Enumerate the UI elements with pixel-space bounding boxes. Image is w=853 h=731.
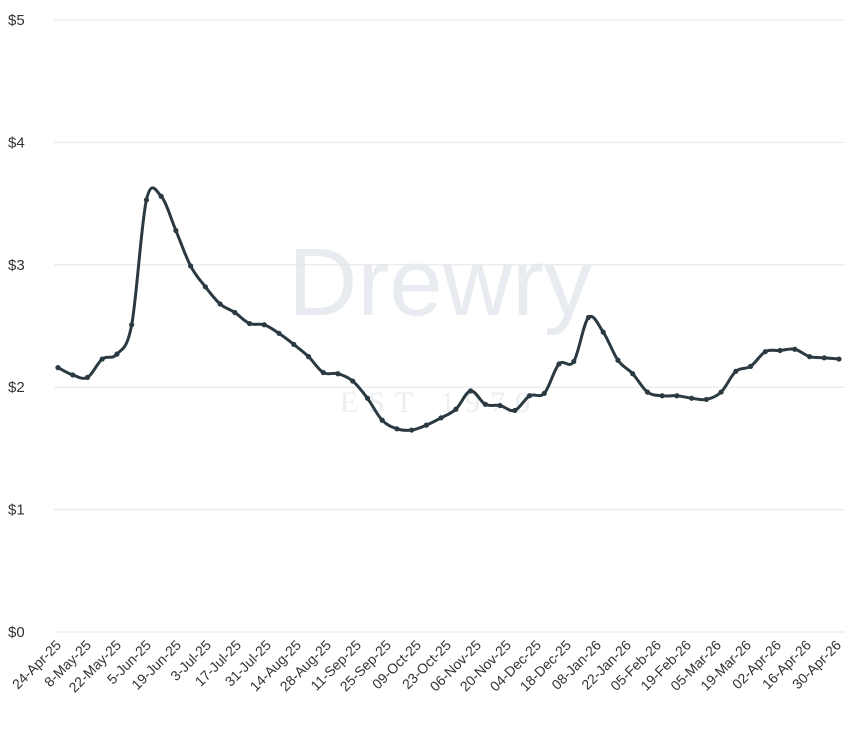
data-point: [202, 284, 208, 290]
data-point: [246, 320, 253, 327]
y-axis: $0 $1 $2 $3 $4 $5: [8, 12, 25, 641]
data-point: [143, 197, 150, 203]
data-point: [453, 406, 459, 412]
data-point: [541, 390, 547, 396]
data-point: [335, 371, 341, 377]
data-point: [689, 395, 695, 401]
data-point: [733, 368, 739, 374]
data-point: [305, 354, 312, 360]
data-point: [600, 329, 606, 335]
data-point: [571, 358, 577, 365]
data-point: [364, 395, 371, 401]
y-tick-label: $2: [8, 379, 25, 396]
data-point: [836, 356, 842, 362]
data-point: [261, 322, 267, 328]
data-point: [718, 389, 724, 395]
data-point: [482, 401, 488, 407]
watermark-logo-text: Drewry: [288, 229, 592, 336]
data-point: [674, 393, 680, 399]
data-point: [792, 346, 798, 352]
y-tick-label: $4: [8, 134, 25, 151]
data-point: [615, 357, 621, 363]
data-point: [291, 341, 297, 347]
data-point: [644, 389, 651, 395]
data-point: [350, 378, 356, 384]
data-point: [188, 263, 194, 269]
y-tick-label: $0: [8, 624, 25, 641]
data-point: [821, 355, 827, 361]
data-point: [630, 371, 636, 377]
data-point: [379, 417, 385, 423]
data-point: [777, 347, 783, 354]
y-tick-label: $5: [8, 12, 25, 29]
x-axis: 24-Apr-258-May-2522-May-255-Jun-2519-Jun…: [9, 637, 844, 696]
data-point: [158, 193, 164, 199]
data-point: [468, 388, 474, 394]
gridlines: [54, 19, 845, 633]
y-tick-label: $3: [8, 257, 25, 274]
data-point: [232, 309, 238, 316]
plot-area: [55, 186, 842, 433]
data-point: [556, 361, 562, 367]
data-point: [114, 351, 120, 357]
data-point: [497, 402, 503, 409]
data-point: [409, 427, 415, 433]
data-point: [320, 369, 326, 376]
data-point: [70, 372, 76, 378]
data-point: [423, 422, 429, 428]
data-point: [173, 227, 179, 234]
data-point: [129, 322, 135, 328]
data-point: [526, 393, 533, 399]
data-point: [659, 393, 665, 399]
data-point: [276, 330, 282, 336]
data-point: [99, 356, 105, 362]
data-point: [585, 314, 592, 321]
data-point: [806, 354, 813, 360]
data-point: [438, 415, 444, 421]
data-point: [394, 426, 400, 432]
data-point: [84, 374, 91, 381]
data-point: [512, 407, 518, 414]
data-point: [762, 349, 768, 355]
data-point: [55, 365, 61, 371]
data-point: [703, 396, 709, 403]
data-point: [217, 301, 223, 307]
drewry-watermark: Drewry EST 1970: [288, 229, 592, 419]
data-point: [747, 363, 754, 369]
y-tick-label: $1: [8, 502, 25, 519]
